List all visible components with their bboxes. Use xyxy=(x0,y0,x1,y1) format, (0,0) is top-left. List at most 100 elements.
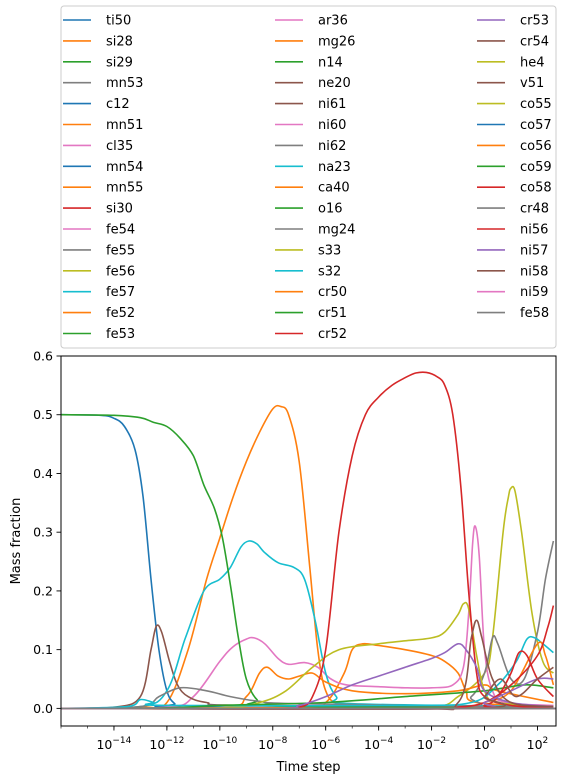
series-line-s32 xyxy=(61,635,554,710)
legend-item: ni56 xyxy=(477,223,548,238)
y-axis-label: Mass fraction xyxy=(9,498,24,585)
legend-item: cr54 xyxy=(477,34,549,49)
legend-label: co55 xyxy=(520,97,552,112)
legend-item: fe54 xyxy=(63,223,135,238)
legend-label: cr51 xyxy=(318,306,347,321)
legend-label: ni58 xyxy=(520,264,548,279)
legend-item: na23 xyxy=(275,160,351,175)
legend-item: co57 xyxy=(477,118,552,133)
legend-item: si28 xyxy=(63,34,133,49)
legend-item: ni57 xyxy=(477,243,548,258)
y-tick-label: 0.2 xyxy=(33,583,53,598)
legend-label: cr52 xyxy=(318,327,347,342)
plot-area: 10−14 10−12 10−10 10−8 10−6 10−4 10−2 100 102 0.… xyxy=(9,349,557,775)
legend-item: o16 xyxy=(275,202,343,217)
legend-item: cr48 xyxy=(477,202,549,217)
series-line-cr52 xyxy=(61,371,554,710)
legend-label: cl35 xyxy=(106,139,133,154)
legend-label: fe56 xyxy=(106,264,135,279)
legend-label: mn54 xyxy=(106,160,143,175)
legend-item: ti50 xyxy=(63,14,131,29)
legend-label: ca40 xyxy=(318,181,350,196)
series-line-ca40 xyxy=(61,666,554,710)
legend-item: v51 xyxy=(477,76,544,91)
legend-label: si28 xyxy=(106,34,133,49)
legend-item: co56 xyxy=(477,139,552,154)
legend-item: fe58 xyxy=(477,306,549,321)
legend-item: cr53 xyxy=(477,14,549,29)
legend-label: fe54 xyxy=(106,223,135,238)
legend-label: mn51 xyxy=(106,118,143,133)
legend-label: na23 xyxy=(318,160,351,175)
legend-item: cr50 xyxy=(275,285,347,300)
series-line-cr53 xyxy=(61,642,554,710)
legend-item: mn53 xyxy=(63,76,143,91)
legend-item: mn55 xyxy=(63,181,143,196)
legend-label: mn53 xyxy=(106,76,143,91)
legend-label: ni60 xyxy=(318,118,346,133)
series-line-s33 xyxy=(61,601,554,710)
legend-item: ni61 xyxy=(275,97,346,112)
legend-label: ni57 xyxy=(520,243,548,258)
legend-label: co58 xyxy=(520,181,552,196)
legend-label: co57 xyxy=(520,118,552,133)
legend-label: fe58 xyxy=(520,306,549,321)
plot-frame xyxy=(60,355,557,727)
legend-item: mn54 xyxy=(63,160,143,175)
legend-item: co59 xyxy=(477,160,552,175)
legend-label: fe53 xyxy=(106,327,135,342)
legend-item: ni60 xyxy=(275,118,346,133)
legend-label: cr53 xyxy=(520,14,549,29)
legend-item: si29 xyxy=(63,55,133,70)
x-tick-label: 10−6 xyxy=(311,736,340,752)
x-tick-label: 10−14 xyxy=(96,736,131,752)
y-axis: 0.0 0.1 0.2 0.3 0.4 0.5 0.6 xyxy=(33,349,61,716)
legend-label: s32 xyxy=(318,264,341,279)
legend-label: ar36 xyxy=(318,14,348,29)
legend-label: co59 xyxy=(520,160,552,175)
legend-label: ni62 xyxy=(318,139,346,154)
series-line-ni56 xyxy=(61,605,555,710)
legend-item: cr51 xyxy=(275,306,347,321)
legend-label: si30 xyxy=(106,202,133,217)
legend-label: ni61 xyxy=(318,97,346,112)
legend-item: he4 xyxy=(477,55,545,70)
series-line-o16 xyxy=(61,413,554,709)
legend-label: ti50 xyxy=(106,14,131,29)
x-tick-label: 10−8 xyxy=(258,736,287,752)
legend-label: mn55 xyxy=(106,181,143,196)
legend-item: ar36 xyxy=(275,14,348,29)
x-tick-label: 10−12 xyxy=(149,736,184,752)
legend-label: ne20 xyxy=(318,76,351,91)
legend-label: v51 xyxy=(520,76,544,91)
legend-label: mg26 xyxy=(318,34,355,49)
y-tick-label: 0.3 xyxy=(33,525,53,540)
legend-item: fe53 xyxy=(63,327,135,342)
legend-label: n14 xyxy=(318,55,343,70)
x-tick-label: 100 xyxy=(474,736,496,752)
x-tick-label: 10−4 xyxy=(364,736,393,752)
legend-item: ni59 xyxy=(477,285,548,300)
legend-item: cl35 xyxy=(63,139,133,154)
legend-item: ni58 xyxy=(477,264,548,279)
legend-label: ni59 xyxy=(520,285,548,300)
legend-label: fe57 xyxy=(106,285,135,300)
legend-label: o16 xyxy=(318,202,343,217)
series-line-na23 xyxy=(61,540,554,710)
y-tick-label: 0.4 xyxy=(33,466,53,481)
legend-label: co56 xyxy=(520,139,552,154)
legend-label: fe52 xyxy=(106,306,135,321)
legend-item: s32 xyxy=(275,264,341,279)
legend-item: co55 xyxy=(477,97,552,112)
y-tick-label: 0.6 xyxy=(33,349,53,364)
legend-item: fe56 xyxy=(63,264,135,279)
legend-item: mg24 xyxy=(275,223,355,238)
legend-label: s33 xyxy=(318,243,341,258)
legend-label: cr50 xyxy=(318,285,347,300)
legend-item: si30 xyxy=(63,202,133,217)
legend-item: ca40 xyxy=(275,181,350,196)
legend-item: fe55 xyxy=(63,243,135,258)
legend-label: he4 xyxy=(520,55,545,70)
series-line-cr54 xyxy=(61,619,554,711)
